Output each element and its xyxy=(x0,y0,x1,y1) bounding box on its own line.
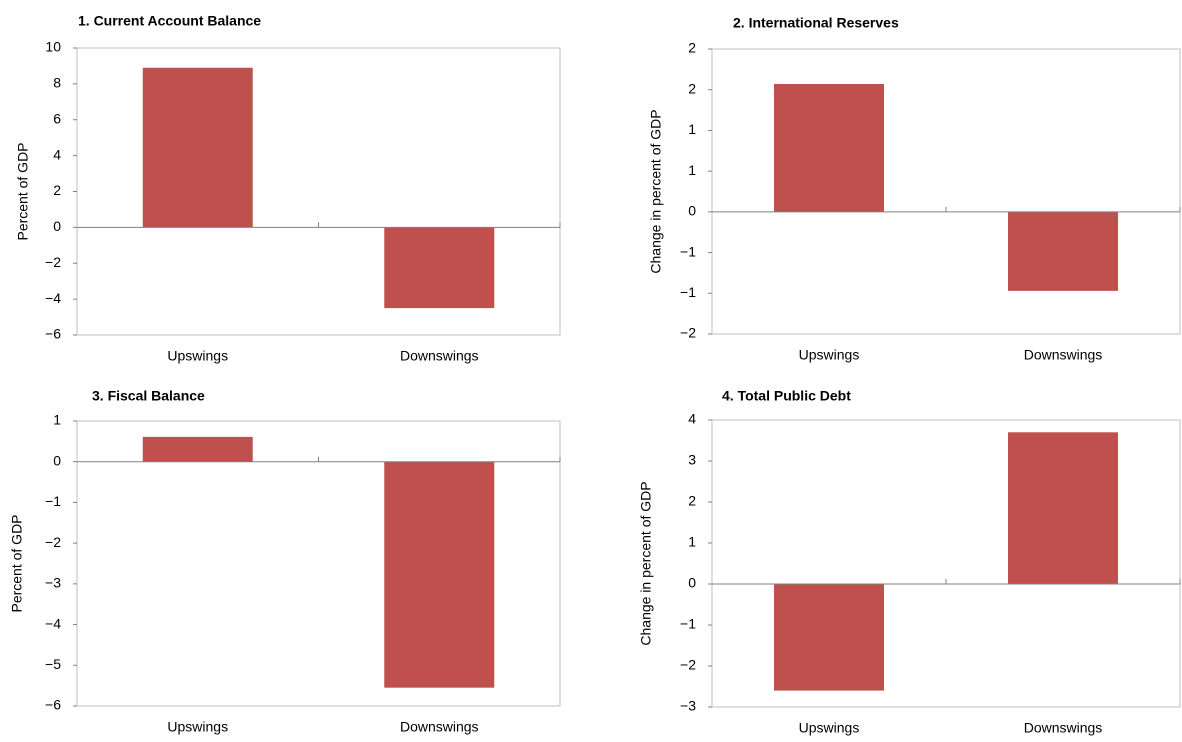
panel-title: 4. Total Public Debt xyxy=(722,388,851,404)
x-tick-label: Upswings xyxy=(799,347,860,363)
y-tick-label: 0 xyxy=(53,452,61,468)
y-tick-label: 1 xyxy=(688,162,696,178)
y-tick-label: −6 xyxy=(45,326,61,342)
x-tick-label: Downswings xyxy=(1024,347,1103,363)
y-tick-label: −2 xyxy=(680,325,696,341)
x-tick-label: Downswings xyxy=(400,348,479,364)
y-tick-label: 8 xyxy=(53,75,61,91)
y-tick-label: −3 xyxy=(45,575,61,591)
y-tick-label: 3 xyxy=(688,452,696,468)
y-axis-label: Change in percent of GDP xyxy=(638,481,654,645)
y-tick-label: 1 xyxy=(688,121,696,137)
bar xyxy=(774,584,884,691)
y-tick-label: 2 xyxy=(688,493,696,509)
panel-title: 3. Fiscal Balance xyxy=(92,388,205,404)
y-tick-label: −1 xyxy=(680,284,696,300)
bar xyxy=(384,227,495,309)
y-tick-label: 1 xyxy=(53,412,61,428)
y-tick-label: 4 xyxy=(53,146,61,162)
y-tick-label: 6 xyxy=(53,110,61,126)
bar xyxy=(142,67,253,228)
y-tick-label: 2 xyxy=(53,182,61,198)
panel-title: 1. Current Account Balance xyxy=(78,13,261,29)
y-tick-label: 4 xyxy=(688,411,696,427)
y-tick-label: −4 xyxy=(45,615,61,631)
bar xyxy=(384,461,495,688)
x-tick-label: Upswings xyxy=(167,348,228,364)
y-axis-label: Percent of GDP xyxy=(9,514,25,612)
y-tick-label: −1 xyxy=(45,493,61,509)
y-tick-label: −2 xyxy=(45,254,61,270)
y-tick-label: 10 xyxy=(45,39,61,55)
y-tick-label: 0 xyxy=(688,575,696,591)
y-tick-label: 1 xyxy=(688,534,696,550)
y-tick-label: −2 xyxy=(680,657,696,673)
y-tick-label: −3 xyxy=(680,698,696,714)
bar xyxy=(142,436,253,462)
y-tick-label: 0 xyxy=(53,218,61,234)
y-axis-label: Percent of GDP xyxy=(15,142,31,240)
panel-title: 2. International Reserves xyxy=(733,15,899,31)
x-tick-label: Upswings xyxy=(799,720,860,736)
bar xyxy=(1008,432,1118,584)
y-axis-label: Change in percent of GDP xyxy=(648,109,664,273)
y-tick-label: −5 xyxy=(45,656,61,672)
y-tick-label: −1 xyxy=(680,243,696,259)
plot-frame xyxy=(711,419,1181,708)
y-tick-label: −4 xyxy=(45,290,61,306)
y-tick-label: −2 xyxy=(45,534,61,550)
y-tick-label: −1 xyxy=(680,616,696,632)
bar xyxy=(774,84,884,212)
y-tick-label: 0 xyxy=(688,203,696,219)
x-tick-label: Downswings xyxy=(1024,720,1103,736)
y-tick-label: 2 xyxy=(688,80,696,96)
y-tick-label: 2 xyxy=(688,40,696,56)
x-tick-label: Upswings xyxy=(167,719,228,735)
bar xyxy=(1008,211,1118,291)
y-tick-label: −6 xyxy=(45,697,61,713)
plot-frame xyxy=(711,48,1181,335)
plot-frame xyxy=(76,420,561,707)
x-tick-label: Downswings xyxy=(400,719,479,735)
